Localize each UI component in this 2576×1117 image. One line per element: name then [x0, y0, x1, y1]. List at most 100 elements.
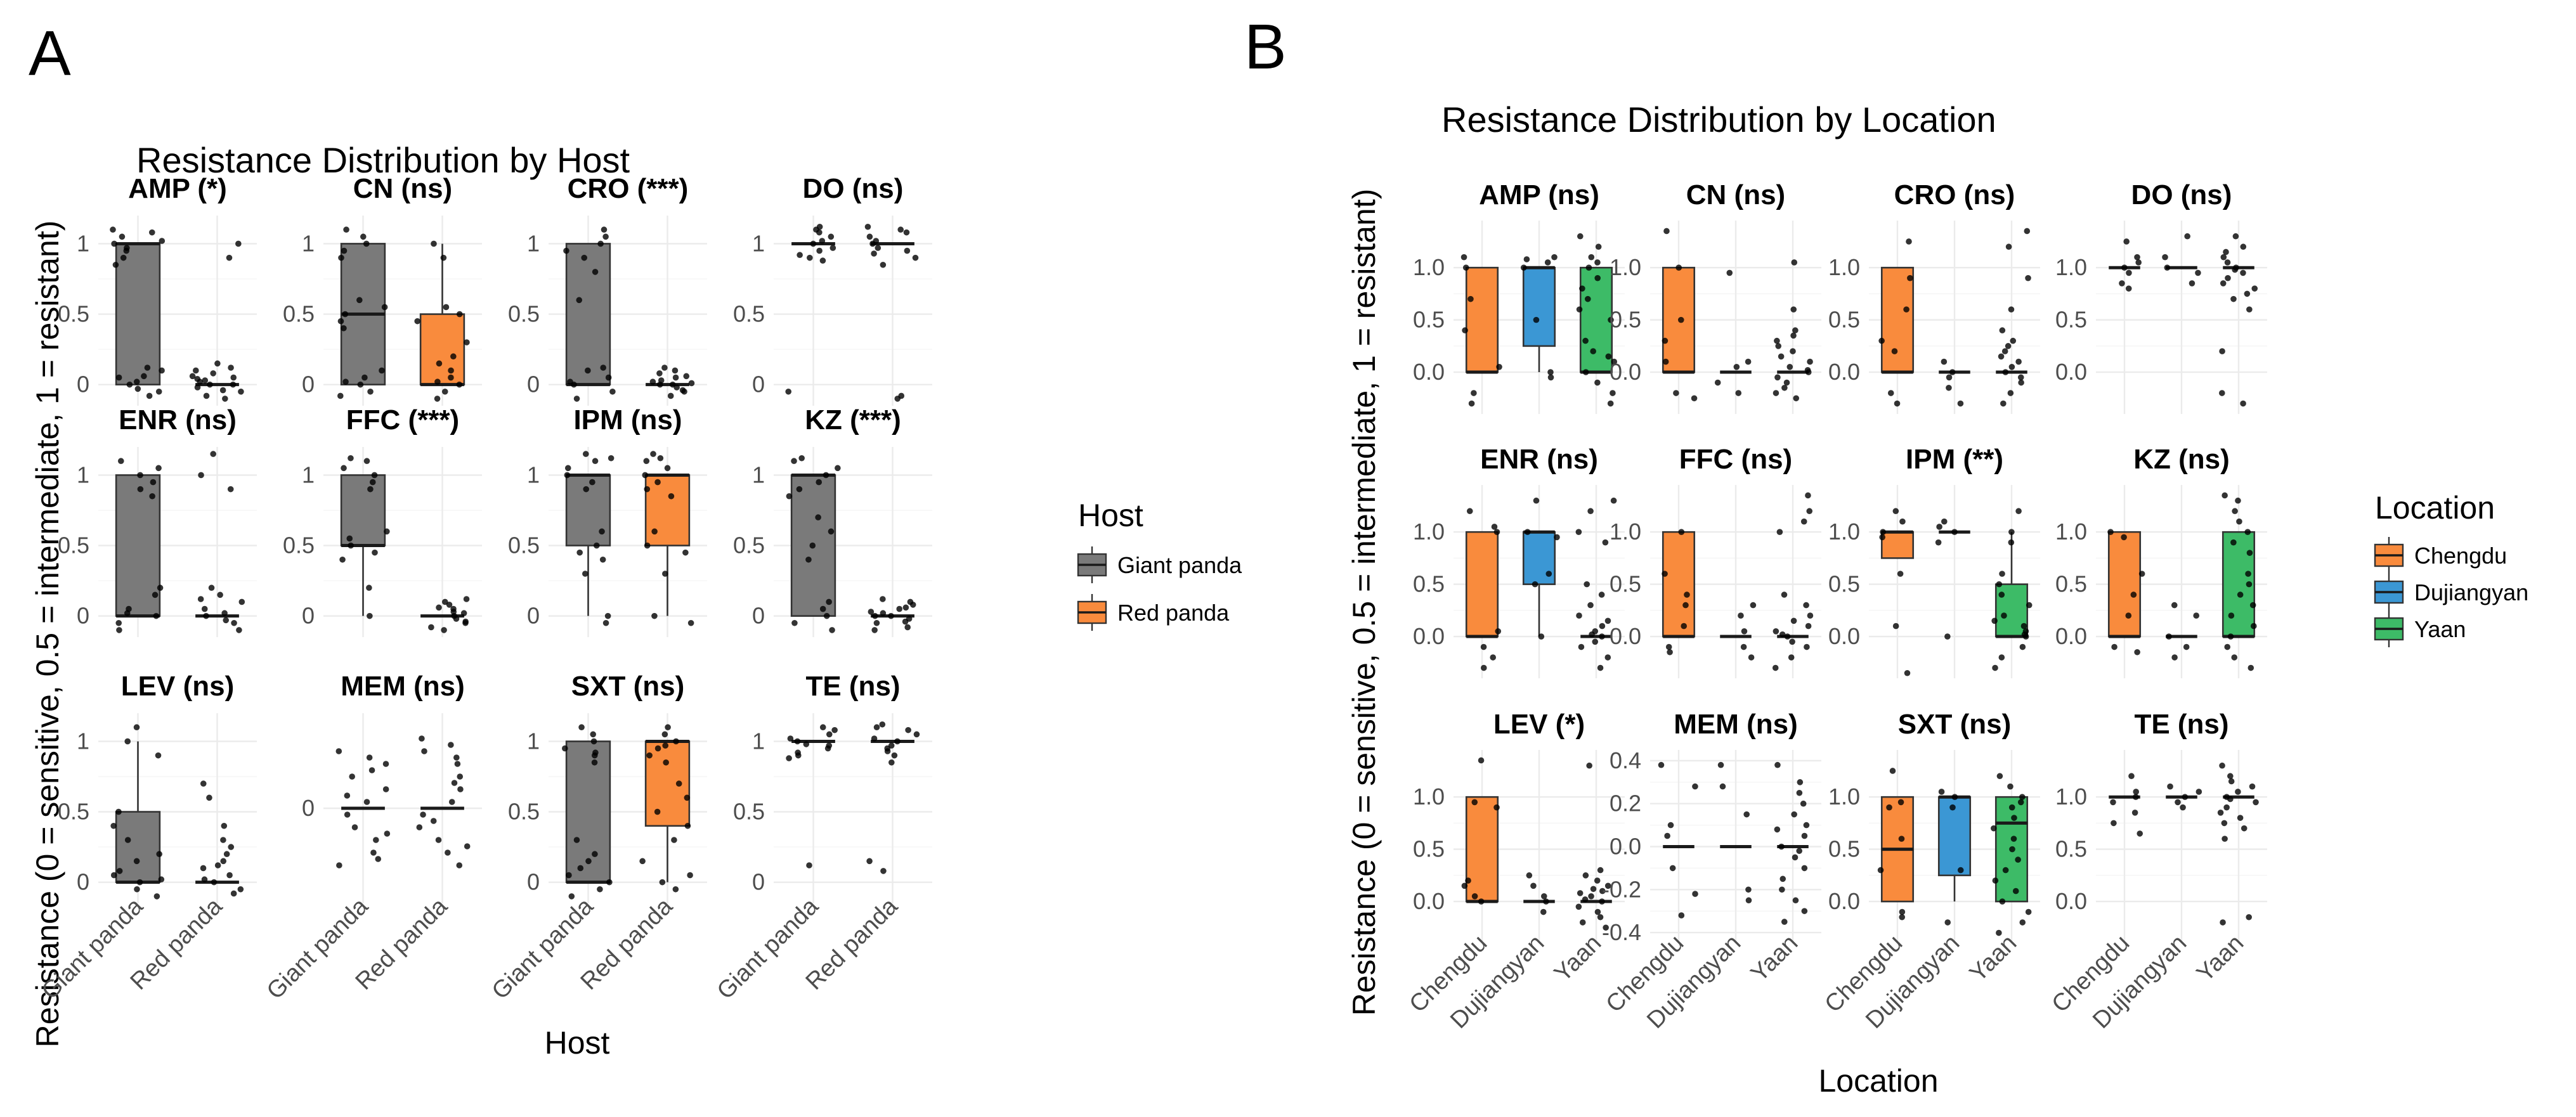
data-point — [230, 374, 237, 381]
data-point — [1957, 867, 1964, 874]
data-point — [2025, 274, 2031, 281]
y-tick-label: 0.5 — [1610, 307, 1641, 333]
data-point — [590, 738, 597, 745]
data-point — [460, 610, 467, 617]
data-point — [464, 339, 470, 345]
data-point — [2235, 497, 2241, 504]
y-tick-label: 0 — [752, 603, 765, 629]
data-point — [1741, 628, 1748, 635]
data-point — [189, 373, 196, 380]
data-point — [828, 233, 835, 240]
data-point — [342, 378, 349, 385]
data-point — [228, 365, 234, 371]
box-red-panda — [644, 473, 691, 616]
data-point — [1597, 867, 1604, 874]
data-point — [126, 381, 133, 388]
data-point — [902, 604, 909, 611]
data-point — [2138, 571, 2145, 577]
data-point — [1590, 348, 1596, 354]
data-point — [662, 571, 668, 577]
data-point — [1608, 316, 1614, 323]
data-point — [206, 794, 212, 801]
data-point — [1658, 761, 1665, 768]
data-point — [337, 318, 344, 325]
data-point — [1999, 571, 2005, 577]
box-body — [1880, 531, 1915, 559]
data-point — [663, 759, 669, 766]
facet-a-7: KZ (***) 0 0.5 1 — [733, 404, 932, 637]
data-point — [1998, 654, 2005, 661]
data-point — [1779, 886, 1785, 893]
data-point — [2219, 390, 2225, 396]
data-point — [2232, 266, 2239, 273]
data-point — [351, 824, 358, 830]
data-point — [1790, 306, 1797, 313]
data-point — [1461, 882, 1468, 889]
data-point — [898, 392, 905, 399]
data-point — [1582, 337, 1589, 344]
y-tick-label: 0.5 — [2055, 307, 2087, 333]
data-point — [238, 388, 244, 395]
data-point — [230, 890, 237, 897]
panel-a-title: Resistance Distribution by Host — [136, 140, 630, 180]
data-point — [675, 780, 682, 787]
data-point — [115, 619, 122, 626]
data-point — [2171, 654, 2178, 661]
data-point — [576, 297, 583, 304]
y-tick-label: 1.0 — [1828, 519, 1860, 545]
data-point — [1743, 811, 1750, 818]
panel-b-ylabel: Resistance (0 = sensitive, 0.5 = interme… — [1346, 189, 1382, 1016]
data-point — [367, 388, 374, 395]
y-tick-label: 0 — [527, 869, 540, 895]
data-point — [1999, 898, 2006, 905]
data-point — [597, 886, 603, 893]
data-point — [786, 493, 793, 500]
data-point — [826, 598, 832, 605]
y-tick-label: 0 — [77, 371, 89, 397]
data-point — [590, 731, 597, 738]
data-point — [453, 616, 460, 622]
data-point — [873, 238, 880, 244]
data-point — [1887, 390, 1894, 396]
data-point — [198, 472, 204, 479]
data-point — [134, 886, 140, 893]
data-point — [133, 858, 140, 865]
data-point — [2002, 369, 2009, 375]
data-point — [1597, 914, 1604, 920]
data-point — [683, 373, 690, 380]
data-point — [644, 486, 651, 493]
data-point — [157, 584, 164, 591]
data-point — [1599, 888, 1606, 894]
box-body — [115, 243, 161, 385]
data-point — [220, 837, 226, 843]
data-point — [1773, 628, 1779, 635]
data-point — [816, 247, 823, 254]
y-tick-label: 1.0 — [2055, 784, 2087, 810]
data-point — [1805, 492, 1811, 499]
data-point — [1471, 893, 1478, 900]
facet-title: CN (ns) — [1686, 179, 1785, 210]
data-point — [1898, 836, 1905, 842]
data-point — [1582, 369, 1589, 375]
data-point — [659, 879, 666, 886]
data-point — [2241, 825, 2247, 832]
data-point — [2195, 269, 2201, 276]
data-point — [904, 247, 911, 254]
facet-title: LEV (*) — [1493, 709, 1585, 740]
data-point — [1678, 912, 1685, 919]
data-point — [1936, 524, 1942, 530]
data-point — [2236, 518, 2242, 525]
y-tick-label: 1 — [527, 462, 540, 487]
y-tick-label: 0.0 — [1828, 888, 1860, 914]
facet-b-9: MEM (ns)-0.4-0.20.00.20.4ChengduDujiangy… — [1601, 709, 1821, 1034]
data-point — [134, 385, 141, 392]
data-point — [2007, 783, 2013, 790]
data-point — [137, 486, 144, 493]
data-point — [2221, 492, 2228, 499]
data-point — [1772, 664, 1779, 671]
data-point — [1533, 316, 1540, 323]
data-point — [1878, 337, 1885, 344]
data-point — [592, 749, 599, 756]
data-point — [1745, 358, 1752, 365]
